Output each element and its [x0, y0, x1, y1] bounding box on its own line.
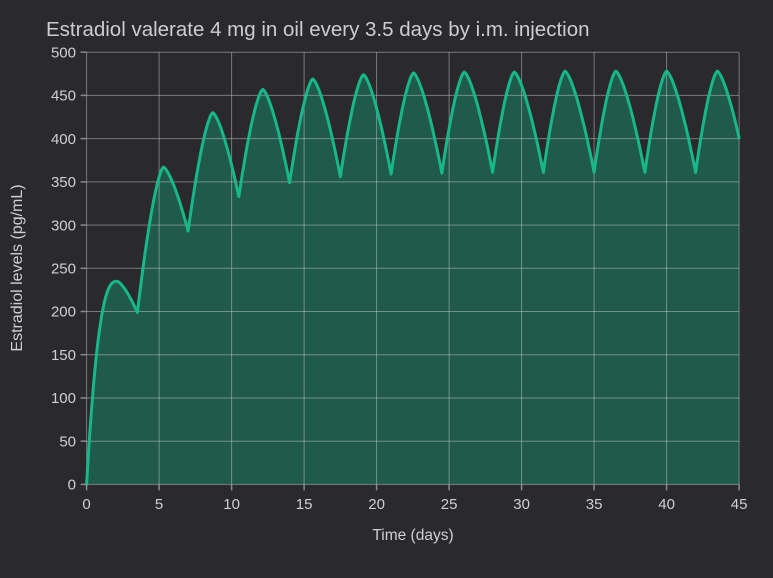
- y-tick-label: 100: [51, 390, 76, 407]
- x-tick-label: 20: [368, 496, 385, 513]
- y-tick-label: 0: [68, 477, 76, 494]
- x-tick-label: 45: [731, 496, 748, 513]
- x-tick-label: 5: [155, 496, 163, 513]
- y-tick-label: 200: [51, 304, 76, 321]
- x-axis-title: Time (days): [372, 527, 453, 544]
- y-tick-label: 400: [51, 131, 76, 148]
- y-tick-label: 350: [51, 174, 76, 191]
- series-fill-layer: [86, 71, 740, 485]
- series-fill: [86, 71, 740, 485]
- x-tick-label: 10: [223, 496, 240, 513]
- x-tick-label: 25: [441, 496, 458, 513]
- x-tick-label: 0: [82, 496, 90, 513]
- y-axis-title: Estradiol levels (pg/mL): [9, 184, 26, 351]
- series-line-layer: [85, 69, 741, 486]
- x-tick-label: 40: [658, 496, 675, 513]
- x-tick-label: 35: [586, 496, 603, 513]
- x-tick-label: 30: [513, 496, 530, 513]
- y-tick-label: 300: [51, 217, 76, 234]
- chart-title: Estradiol valerate 4 mg in oil every 3.5…: [46, 18, 590, 41]
- series-line: [85, 69, 741, 486]
- y-tick-label: 150: [51, 347, 76, 364]
- y-tick-label: 250: [51, 261, 76, 278]
- x-tick-label: 15: [296, 496, 313, 513]
- y-tick-label: 500: [51, 44, 76, 61]
- y-tick-label: 50: [59, 433, 76, 450]
- y-tick-label: 450: [51, 88, 76, 105]
- axis-layer: 0 5 10 15 20 25 30 35 40 450501001502002503003504…: [51, 44, 747, 513]
